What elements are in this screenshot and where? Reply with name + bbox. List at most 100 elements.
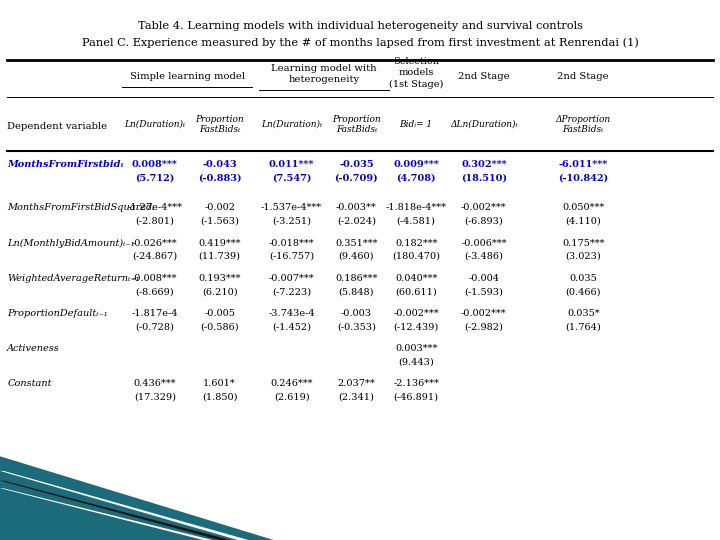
Text: ΔLn(Duration)ₜ: ΔLn(Duration)ₜ [450,120,518,129]
Text: Activeness: Activeness [7,344,60,353]
Polygon shape [0,471,248,540]
Text: -1.27e-4***: -1.27e-4*** [127,204,182,212]
Text: (4.708): (4.708) [397,174,436,183]
Text: 0.302***: 0.302*** [461,160,507,169]
Text: (5.848): (5.848) [338,287,374,296]
Text: (-6.893): (-6.893) [464,217,503,226]
Text: (-0.728): (-0.728) [135,322,174,331]
Text: (7.547): (7.547) [272,174,311,183]
Text: Simple learning model: Simple learning model [130,72,245,81]
Text: (2.619): (2.619) [274,393,310,401]
Text: Ln(Duration)ₜ: Ln(Duration)ₜ [261,120,323,129]
Text: (-0.709): (-0.709) [335,174,378,183]
Text: -1.817e-4: -1.817e-4 [132,309,178,318]
Text: (5.712): (5.712) [135,174,174,183]
Text: -0.003: -0.003 [341,309,372,318]
Text: -0.002***: -0.002*** [461,309,507,318]
Text: (-10.842): (-10.842) [558,174,608,183]
Text: 0.035: 0.035 [570,274,597,282]
Text: Bidᵢ= 1: Bidᵢ= 1 [400,120,433,129]
Polygon shape [0,456,274,540]
Text: Table 4. Learning models with individual heterogeneity and survival controls: Table 4. Learning models with individual… [138,21,582,31]
Text: 0.436***: 0.436*** [133,379,176,388]
Text: Selection
models
(1st Stage): Selection models (1st Stage) [389,57,444,89]
Text: -0.004: -0.004 [468,274,500,282]
Text: (-3.251): (-3.251) [272,217,311,226]
Text: Panel C. Experience measured by the # of months lapsed from first investment at : Panel C. Experience measured by the # of… [81,38,639,49]
Text: 0.175***: 0.175*** [562,239,605,247]
Text: 0.050***: 0.050*** [562,204,604,212]
Text: (-24.867): (-24.867) [132,252,177,261]
Text: -0.018***: -0.018*** [269,239,315,247]
Text: (2.341): (2.341) [338,393,374,401]
Text: Learning model with
heterogeneity: Learning model with heterogeneity [271,64,377,84]
Text: 0.182***: 0.182*** [395,239,438,247]
Polygon shape [0,488,212,540]
Text: 0.193***: 0.193*** [198,274,241,282]
Text: (3.023): (3.023) [565,252,601,261]
Text: -0.002: -0.002 [204,204,235,212]
Text: Dependent variable: Dependent variable [7,123,107,131]
Text: WeightedAverageReturnₜ₋₁: WeightedAverageReturnₜ₋₁ [7,274,140,282]
Text: 0.186***: 0.186*** [336,274,377,282]
Text: Proportion
FastBidsₜ: Proportion FastBidsₜ [195,114,244,134]
Text: (-12.439): (-12.439) [394,322,438,331]
Text: (9.460): (9.460) [338,252,374,261]
Text: ProportionDefaultₜ₋₁: ProportionDefaultₜ₋₁ [7,309,108,318]
Text: 0.419***: 0.419*** [198,239,241,247]
Text: -0.002***: -0.002*** [393,309,439,318]
Text: (6.210): (6.210) [202,287,238,296]
Text: (-8.669): (-8.669) [135,287,174,296]
Text: (18.510): (18.510) [461,174,507,183]
Text: (-3.486): (-3.486) [464,252,503,261]
Polygon shape [0,481,230,540]
Text: 0.009***: 0.009*** [393,160,439,169]
Text: -2.136***: -2.136*** [393,379,439,388]
Text: -0.005: -0.005 [204,309,235,318]
Text: 1.601*: 1.601* [203,379,236,388]
Text: (-1.563): (-1.563) [200,217,239,226]
Text: (-0.883): (-0.883) [198,174,241,183]
Text: 0.011***: 0.011*** [269,160,315,169]
Text: (-46.891): (-46.891) [394,393,438,401]
Text: -0.035: -0.035 [339,160,374,169]
Text: Constant: Constant [7,379,52,388]
Text: -0.008***: -0.008*** [132,274,178,282]
Text: 0.035*: 0.035* [567,309,600,318]
Text: (-0.353): (-0.353) [337,322,376,331]
Text: Ln(Duration)ₜ: Ln(Duration)ₜ [124,120,186,129]
Text: -0.002***: -0.002*** [461,204,507,212]
Text: (-16.757): (-16.757) [269,252,314,261]
Text: (1.850): (1.850) [202,393,238,401]
Text: MonthsFromFirstbidₜ: MonthsFromFirstbidₜ [7,160,125,169]
Text: (0.466): (0.466) [565,287,601,296]
Text: -3.743e-4: -3.743e-4 [269,309,315,318]
Text: (-2.801): (-2.801) [135,217,174,226]
Text: (-4.581): (-4.581) [397,217,436,226]
Text: -0.026***: -0.026*** [132,239,178,247]
Text: -0.003**: -0.003** [336,204,377,212]
Text: (11.739): (11.739) [199,252,240,261]
Text: -6.011***: -6.011*** [559,160,608,169]
Text: -0.007***: -0.007*** [269,274,315,282]
Text: 0.351***: 0.351*** [335,239,378,247]
Text: (180.470): (180.470) [392,252,440,261]
Text: 2nd Stage: 2nd Stage [557,72,609,81]
Text: (-1.452): (-1.452) [272,322,311,331]
Text: 2.037**: 2.037** [338,379,375,388]
Text: Proportion
FastBidsₜ: Proportion FastBidsₜ [332,114,381,134]
Text: (17.329): (17.329) [134,393,176,401]
Text: (-0.586): (-0.586) [200,322,239,331]
Text: 0.008***: 0.008*** [132,160,178,169]
Text: -0.006***: -0.006*** [461,239,507,247]
Text: (4.110): (4.110) [565,217,601,226]
Text: (9.443): (9.443) [398,357,434,366]
Text: -1.537e-4***: -1.537e-4*** [261,204,322,212]
Text: (-7.223): (-7.223) [272,287,311,296]
Text: 0.040***: 0.040*** [395,274,437,282]
Text: MonthsFromFirstBidSquaredₜ: MonthsFromFirstBidSquaredₜ [7,204,155,212]
Text: (-2.982): (-2.982) [464,322,503,331]
Text: 0.246***: 0.246*** [270,379,313,388]
Text: 2nd Stage: 2nd Stage [458,72,510,81]
Text: (-2.024): (-2.024) [337,217,376,226]
